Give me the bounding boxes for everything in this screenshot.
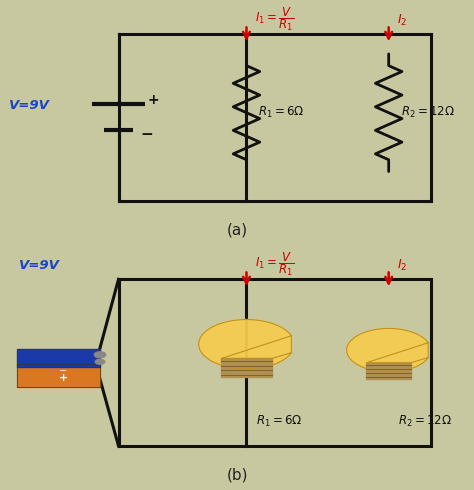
Polygon shape: [17, 349, 100, 367]
Text: $I_1{=}\dfrac{V}{R_1}$: $I_1{=}\dfrac{V}{R_1}$: [255, 251, 294, 278]
Text: +: +: [148, 94, 160, 107]
Text: (a): (a): [227, 222, 247, 238]
Text: $I_2$: $I_2$: [397, 258, 408, 273]
Text: +: +: [59, 373, 68, 383]
Text: V=9V: V=9V: [9, 99, 50, 112]
Text: $I_1{=}\dfrac{V}{R_1}$: $I_1{=}\dfrac{V}{R_1}$: [255, 6, 294, 33]
Circle shape: [95, 359, 105, 364]
Text: −: −: [59, 366, 68, 376]
Text: $R_1= 6\Omega$: $R_1= 6\Omega$: [256, 414, 302, 429]
Polygon shape: [17, 364, 100, 387]
Polygon shape: [346, 328, 428, 372]
Bar: [366, 363, 411, 379]
Text: $R_2= 12\Omega$: $R_2= 12\Omega$: [398, 414, 452, 429]
Text: V=9V: V=9V: [19, 259, 60, 272]
Text: $I_2$: $I_2$: [397, 13, 408, 28]
Bar: [221, 359, 272, 377]
Text: (b): (b): [226, 467, 248, 483]
Text: $R_2= 12\Omega$: $R_2= 12\Omega$: [401, 105, 454, 120]
Polygon shape: [199, 319, 292, 369]
Text: −: −: [141, 127, 154, 142]
Text: $R_1= 6\Omega$: $R_1= 6\Omega$: [258, 105, 305, 120]
Circle shape: [94, 352, 106, 358]
